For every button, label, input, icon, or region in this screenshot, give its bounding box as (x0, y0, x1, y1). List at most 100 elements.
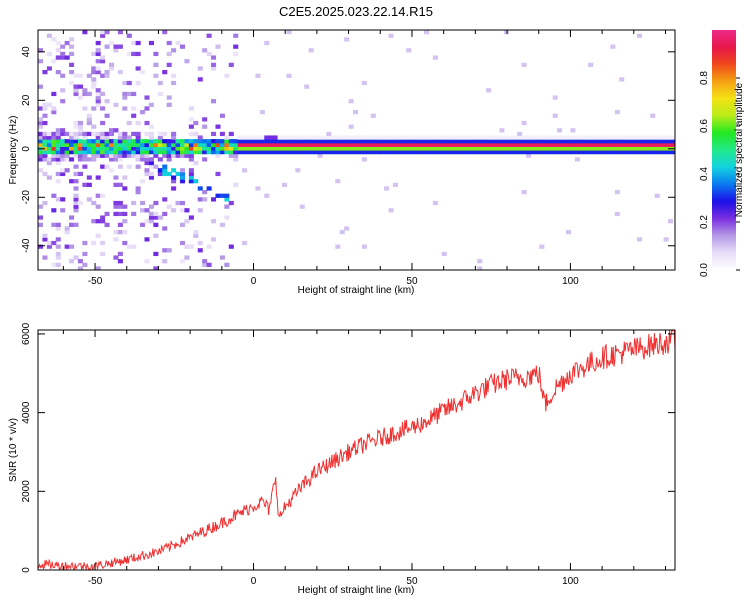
spectrogram-cell (51, 142, 57, 147)
spectrogram-cell (113, 255, 119, 260)
spectrogram-cell (144, 150, 150, 155)
spectrogram-cell (348, 146, 354, 151)
spectrogram-cell (188, 106, 194, 111)
spectrogram-cell (659, 150, 665, 155)
spectrogram-cell (86, 117, 92, 122)
spectrogram-cell (614, 139, 620, 144)
spectrogram-cell (179, 259, 186, 264)
spectrogram-cell (228, 150, 234, 155)
spectrogram-cell (104, 164, 110, 169)
spectrogram-cell (100, 33, 106, 38)
spectrogram-cell (273, 146, 279, 151)
spectrogram-cell (335, 142, 341, 147)
spectrogram-cell (392, 146, 398, 151)
spectrogram-cell (135, 157, 141, 162)
spectrogram-cell (428, 135, 434, 140)
spectrogram-x-tick-label: 50 (406, 276, 418, 287)
spectrogram-cell (628, 142, 634, 147)
spectrogram-cell (455, 135, 461, 140)
spectrogram-cell (157, 139, 163, 144)
spectrogram-cell (534, 150, 540, 155)
spectrogram-cell (463, 135, 469, 140)
spectrogram-cell (490, 150, 496, 155)
spectrogram-cell (60, 99, 66, 104)
spectrogram-cell (530, 146, 536, 151)
colorbar-tick-label: 0.8 (699, 71, 710, 85)
spectrogram-cell (384, 186, 390, 191)
spectrogram-cell (592, 135, 598, 140)
spectrogram-cell (140, 146, 146, 151)
spectrogram-cell (583, 142, 589, 147)
spectrogram-cell (197, 248, 203, 253)
spectrogram-cell (601, 142, 607, 147)
spectrogram-cell (614, 146, 620, 151)
spectrogram-cell (193, 142, 199, 147)
spectrogram-cell (188, 215, 194, 220)
spectrogram-cell (335, 244, 341, 249)
spectrogram-cell (419, 142, 425, 147)
spectrogram-cell (219, 146, 225, 151)
spectrogram-cell (539, 244, 545, 249)
spectrogram-cell (570, 135, 576, 140)
spectrogram-cell (508, 139, 514, 144)
spectrogram-cell (588, 146, 594, 151)
spectrogram-cell (122, 146, 128, 151)
spectrogram-cell (579, 135, 585, 140)
spectrogram-cell (95, 139, 101, 144)
spectrogram-cell (290, 142, 296, 147)
spectrogram-cell (481, 142, 487, 147)
spectrogram-cell (162, 139, 168, 144)
spectrogram-cell (570, 139, 576, 144)
spectrogram-cell (583, 150, 589, 155)
spectrogram-cell (100, 146, 106, 151)
spectrogram-cell (171, 80, 177, 86)
spectrogram-cell (219, 255, 225, 260)
spectrogram-cell (211, 139, 217, 144)
spectrogram-cell (175, 153, 181, 158)
spectrogram-cell (197, 135, 203, 140)
spectrogram-cell (113, 150, 119, 155)
spectrogram-cell (313, 150, 319, 155)
spectrogram-cell (144, 95, 150, 100)
spectrogram-cell (73, 171, 79, 177)
spectrogram-cell (60, 139, 66, 144)
spectrogram-cell (153, 251, 159, 257)
spectrogram-cell (122, 175, 128, 180)
spectrogram-cell (539, 139, 545, 144)
spectrogram-cell (184, 150, 190, 155)
spectrogram-cell (282, 139, 288, 144)
spectrogram-cell (122, 131, 128, 137)
spectrogram-cell (60, 44, 66, 49)
spectrogram-cell (166, 62, 172, 67)
spectrogram-cell (477, 135, 483, 140)
spectrogram-cell (131, 139, 137, 144)
spectrogram-cell (477, 266, 483, 270)
spectrogram-cell (499, 142, 505, 147)
spectrogram-cell (512, 146, 518, 151)
spectrogram-cell (122, 95, 128, 100)
spectrogram-cell (237, 150, 243, 155)
spectrogram-cell (77, 124, 83, 129)
spectrogram-cell (131, 142, 137, 147)
spectrogram-cell (614, 190, 620, 195)
spectrogram-cell (104, 222, 110, 227)
spectrogram-cell (148, 40, 154, 46)
spectrogram-cell (38, 153, 44, 158)
spectrogram-cell (140, 70, 146, 75)
spectrogram-cell (357, 150, 363, 155)
spectrogram-cell (543, 135, 549, 140)
spectrogram-cell (344, 139, 350, 144)
spectrogram-cell (286, 135, 292, 140)
spectrogram-cell (290, 146, 296, 151)
spectrogram-cell (69, 222, 75, 227)
spectrogram-cell (95, 266, 101, 270)
spectrogram-cell (397, 146, 403, 151)
spectrogram-cell (206, 146, 212, 151)
spectrogram-cell (188, 150, 194, 155)
spectrogram-cell (419, 150, 425, 155)
spectrogram-cell (508, 142, 514, 147)
spectrogram-cell (211, 237, 217, 242)
spectrogram-cell (361, 157, 367, 162)
spectrogram-cell (60, 131, 66, 137)
